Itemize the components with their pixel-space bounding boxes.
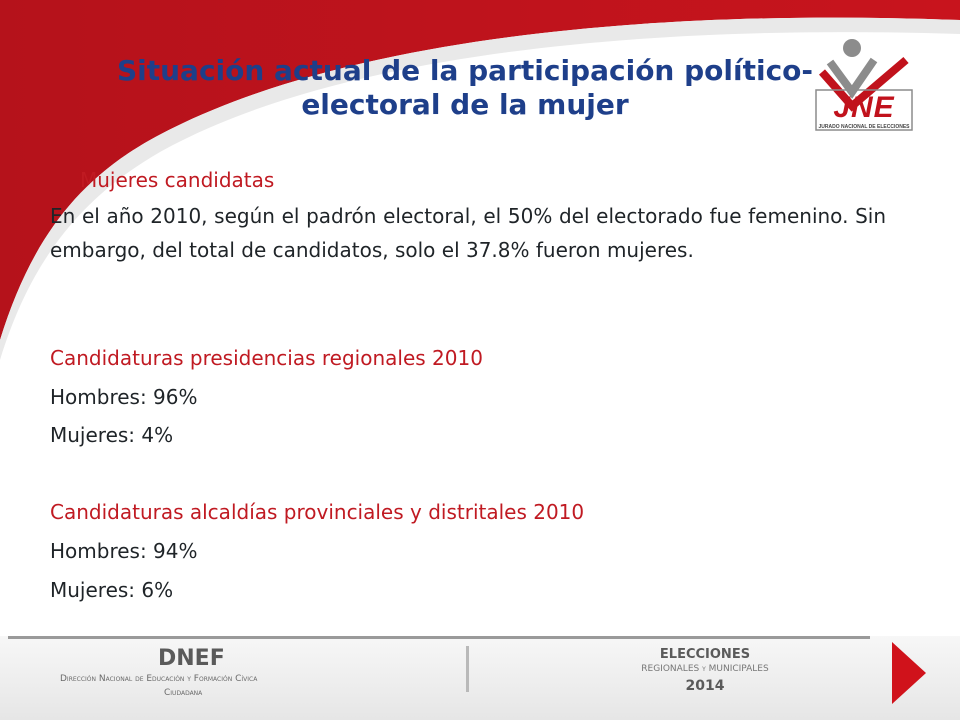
footer-separator [466,646,469,692]
footer-dnef-title: DNEF [158,646,225,671]
slide-title-line2: electoral de la mujer [301,88,629,121]
jne-logo [815,39,913,131]
jne-logo-text: JNE [833,91,895,124]
block2-men: Hombres: 94% [50,539,198,563]
footer-elecciones-title: ELECCIONES [659,647,751,662]
section-heading: Mujeres candidatas [80,168,275,192]
footer-dnef-subtitle: Dirección Nacional de Educación y Formac… [60,672,360,700]
slide-title-line1: Situación actual de la participación pol… [116,54,814,87]
block2-women: Mujeres: 6% [50,578,174,602]
intro-paragraph: En el año 2010, según el padrón electora… [50,204,886,262]
footer-dnef-subtitle-line2: Ciudadana [164,688,203,698]
block1-women: Mujeres: 4% [50,423,174,447]
footer-dnef-subtitle-line1: Dirección Nacional de Educación y Formac… [60,674,258,684]
jne-logo-subtitle: JURADO NACIONAL DE ELECCIONES [818,124,910,130]
block1-heading: Candidaturas presidencias regionales 201… [50,346,483,370]
block1-men: Hombres: 96% [50,385,198,409]
footer-elecciones-year: 2014 [685,678,725,694]
footer-bar [0,636,960,720]
footer-elecciones-subtitle: REGIONALES y MUNICIPALES [641,664,769,674]
footer-divider [8,636,870,639]
block2-heading: Candidaturas alcaldías provinciales y di… [50,500,585,524]
next-arrow-icon[interactable] [888,640,928,706]
slide-title: Situación actual de la participación pol… [40,54,890,122]
